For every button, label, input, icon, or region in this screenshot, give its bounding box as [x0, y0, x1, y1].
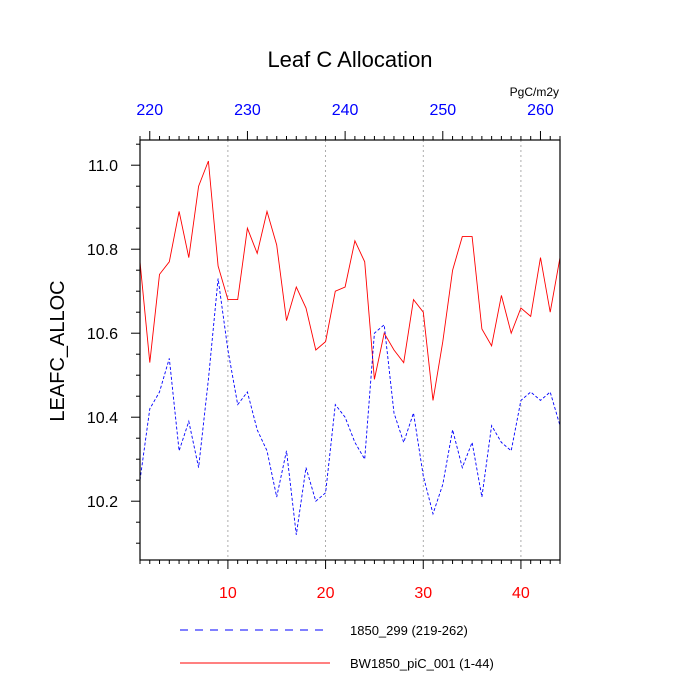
axes: 10 20 30 40 220 230 240 250 260 10.2 10.4 10.6 10.8 1…: [87, 102, 561, 602]
y-tick-label: 10.6: [87, 326, 118, 343]
y-axis-label: LEAFC_ALLOC: [47, 280, 69, 421]
y-tick-label: 11.0: [88, 158, 118, 175]
grid-lines: [227, 140, 522, 560]
series-line-1850-299: [140, 278, 560, 535]
plot-frame: [139, 139, 561, 561]
chart-title: Leaf C Allocation: [267, 47, 432, 72]
x-top-tick-label: 260: [527, 102, 554, 119]
x-bottom-tick-label: 10: [219, 585, 237, 602]
x-bottom-tick-label: 40: [512, 585, 530, 602]
y-tick-label: 10.2: [87, 494, 118, 511]
units-label: PgC/m2y: [510, 85, 559, 99]
series-group: [140, 160, 560, 535]
y-tick-label: 10.8: [87, 242, 118, 259]
legend-label: BW1850_piC_001 (1-44): [350, 656, 494, 671]
legend-label: 1850_299 (219-262): [350, 623, 468, 638]
y-tick-label: 10.4: [87, 410, 118, 427]
x-bottom-tick-label: 30: [414, 585, 432, 602]
x-top-tick-label: 240: [332, 102, 359, 119]
x-top-tick-label: 220: [136, 102, 163, 119]
x-top-tick-label: 250: [429, 102, 456, 119]
legend: 1850_299 (219-262) BW1850_piC_001 (1-44): [180, 623, 494, 671]
series-line-bw1850-pic-001: [140, 160, 560, 401]
x-bottom-tick-label: 20: [317, 585, 335, 602]
x-top-tick-label: 230: [234, 102, 261, 119]
